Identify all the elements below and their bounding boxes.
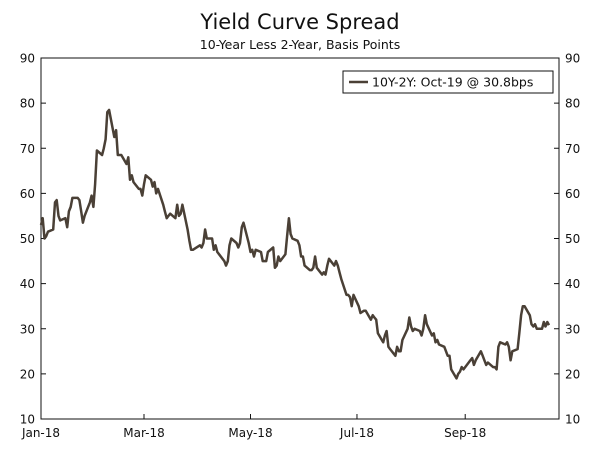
- y-tick-label-left: 10: [20, 413, 35, 427]
- y-axis-right: 10 20 30 40 50 60 70 80 90: [554, 52, 580, 427]
- y-axis-left: 10 20 30 40 50 60 70 80 90: [20, 52, 46, 427]
- x-tick-label: Jul-18: [339, 426, 374, 440]
- y-tick-label-right: 20: [565, 367, 580, 381]
- plot-area-frame: [40, 57, 560, 420]
- y-tick-label-left: 90: [20, 52, 35, 66]
- y-tick-label-right: 60: [565, 187, 580, 201]
- legend-box: [342, 70, 554, 94]
- y-tick-label-left: 50: [20, 232, 35, 246]
- series-line-10y-2y: [39, 108, 551, 380]
- x-axis: Jan-18 Mar-18 May-18 Jul-18 Sep-18: [21, 414, 486, 440]
- y-tick-label-right: 90: [565, 52, 580, 66]
- y-tick-label-right: 80: [565, 97, 580, 111]
- y-tick-label-left: 20: [20, 367, 35, 381]
- x-tick-label: Mar-18: [123, 426, 164, 440]
- y-tick-label-right: 50: [565, 232, 580, 246]
- x-tick-label: May-18: [228, 426, 272, 440]
- chart-title: Yield Curve Spread: [199, 10, 399, 34]
- legend: 10Y-2Y: Oct-19 @ 30.8bps: [342, 70, 554, 94]
- y-tick-label-right: 30: [565, 322, 580, 336]
- legend-label: 10Y-2Y: Oct-19 @ 30.8bps: [372, 75, 533, 90]
- y-tick-label-left: 60: [20, 187, 35, 201]
- y-tick-label-right: 40: [565, 277, 580, 291]
- chart-subtitle: 10-Year Less 2-Year, Basis Points: [200, 37, 400, 52]
- x-tick-label: Sep-18: [444, 426, 486, 440]
- y-tick-label-left: 30: [20, 322, 35, 336]
- y-tick-label-left: 40: [20, 277, 35, 291]
- y-tick-label-right: 70: [565, 142, 580, 156]
- y-tick-label-right: 10: [565, 413, 580, 427]
- x-tick-label: Jan-18: [21, 426, 60, 440]
- y-tick-label-left: 70: [20, 142, 35, 156]
- y-tick-label-left: 80: [20, 97, 35, 111]
